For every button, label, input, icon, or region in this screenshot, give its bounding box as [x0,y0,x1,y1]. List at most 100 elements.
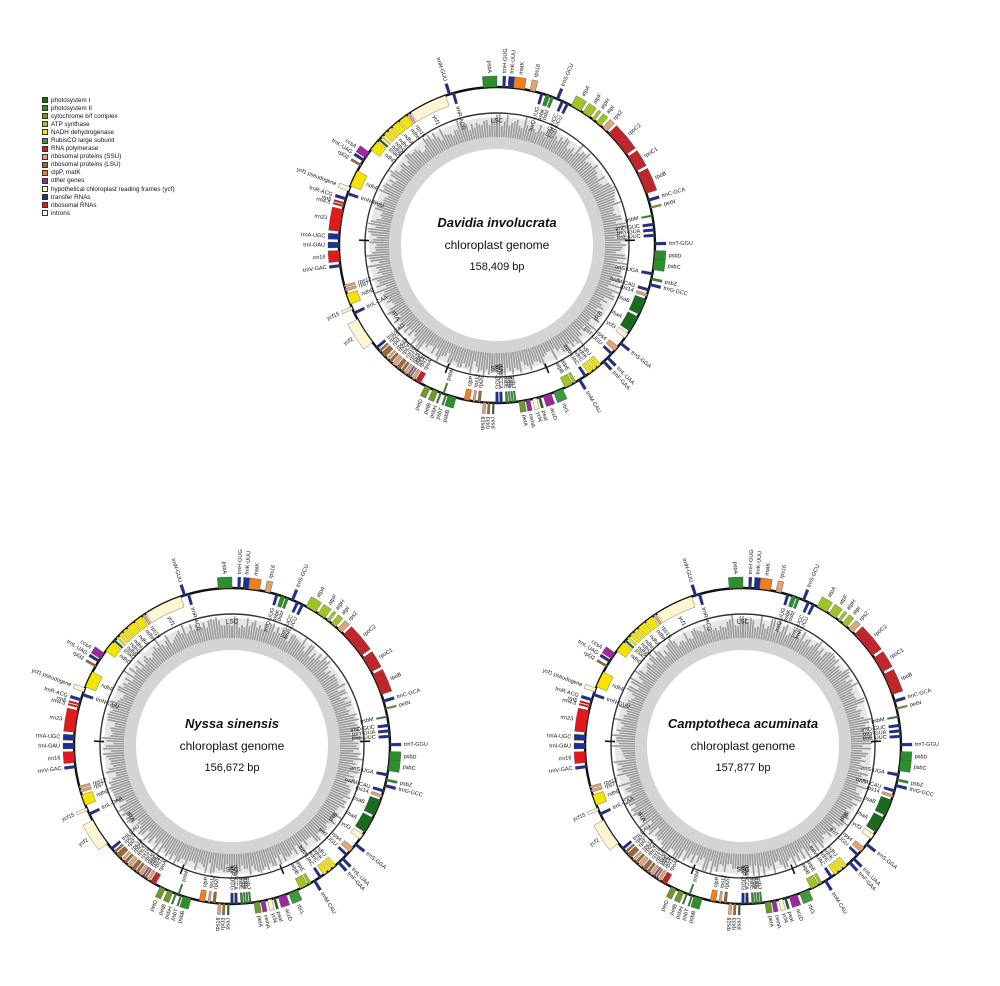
gc-content-bar [338,763,351,767]
gc-content-bar [592,184,612,196]
gc-content-bar [591,296,601,303]
gene-block [641,214,653,219]
gc-content-bar [702,624,711,644]
gene-label: rpoB [654,171,667,181]
gene-label: trnW-CCA [497,364,504,389]
gene-block [240,892,244,904]
gene-block [823,866,833,878]
region-boundary [790,864,796,875]
gc-content-bar [516,350,523,373]
gene-label: petA [520,414,528,426]
gc-content-bar [734,853,738,869]
gene-label: trnP-UGG [494,365,500,389]
gene-label: rps18 [215,917,222,931]
gene-label: psbH [675,906,685,920]
gc-content-bar [586,177,598,186]
gene-block [317,863,328,875]
gene-block [674,890,685,903]
gc-content-bar [690,630,700,648]
gene-label: psaA [609,309,623,321]
gc-content-bar [722,627,726,640]
gc-content-bar [339,729,360,734]
gc-content-bar [172,639,181,652]
gene-block [653,614,663,626]
gene-label: psbC [667,263,681,271]
gene-block [341,306,353,314]
gene-label: psbH [429,405,439,419]
gene-label: rpl32 [582,651,596,662]
gene-block [372,786,385,793]
legend-swatch [42,161,48,168]
gc-content-bar [475,351,480,367]
gc-content-bar [321,676,336,687]
gene-label: rrn23 [314,214,328,222]
gene-block [602,345,613,356]
gene-label: rps14 [354,785,369,795]
gene-label: psbA [732,562,739,575]
gene-label: rpoC2 [873,624,888,638]
gc-content-bar [414,324,426,337]
gene-block [72,683,86,693]
gene-block [532,397,540,410]
gc-content-bar [631,787,644,794]
region-label: SSC [737,867,750,874]
gene-block [313,879,322,892]
gc-content-bar [271,626,280,646]
gene-block [62,734,75,741]
gene-block [277,894,291,908]
gc-content-bar [546,129,558,150]
gene-block [341,857,352,868]
gc-content-bar [483,120,487,138]
genome-subtitle: chloroplast genome [691,739,796,753]
gc-content-bar [604,233,621,237]
gene-label: trnY-GUA [617,229,641,237]
legend-label: NADH dehydrogenase [51,128,115,136]
gene-block [650,277,663,283]
gene-block [852,857,863,868]
gc-content-bar [582,169,596,181]
gc-content-bar [520,349,526,366]
gc-content-bar [658,820,667,830]
gc-content-bar [846,776,861,783]
gene-block [615,326,629,339]
gc-content-bar [850,734,872,738]
gene-block [163,890,174,903]
gc-content-bar [410,319,421,330]
gene-block [657,869,667,881]
gc-content-bar [310,819,326,834]
gc-content-bar [425,333,437,348]
region-boundary [179,864,185,875]
species-name: Camptotheca acuminata [668,716,818,731]
gc-content-bar [527,348,534,365]
gc-content-bar [623,714,639,720]
gene-label: rrn4.5 [51,697,66,706]
gene-label: rpoC1 [378,648,394,661]
gc-content-bar [557,140,570,157]
gc-content-bar [552,336,561,349]
gene-label: psaI [786,911,795,923]
gc-content-bar [379,277,395,284]
gene-block [547,96,554,108]
gc-content-bar [142,824,159,841]
gc-content-bar [168,840,181,861]
gc-content-bar [709,850,717,874]
gc-content-bar [134,674,146,684]
gc-content-bar [825,814,841,827]
gc-content-bar [798,639,809,655]
gene-block [647,195,660,202]
gc-content-bar [462,123,469,142]
gene-block [442,382,449,395]
gene-block [385,704,397,710]
gc-content-bar [102,751,125,755]
gene-label: trnW-CCA [743,865,750,890]
gc-content-bar [249,852,254,867]
gene-block [340,840,354,852]
species-name: Nyssa sinensis [185,716,279,731]
gene-block [146,869,156,881]
gc-content-bar [390,173,408,186]
gene-block [403,363,413,375]
gene-block [582,362,593,374]
gc-content-bar [585,175,597,185]
gene-block [728,903,733,915]
gc-content-bar [638,805,654,816]
